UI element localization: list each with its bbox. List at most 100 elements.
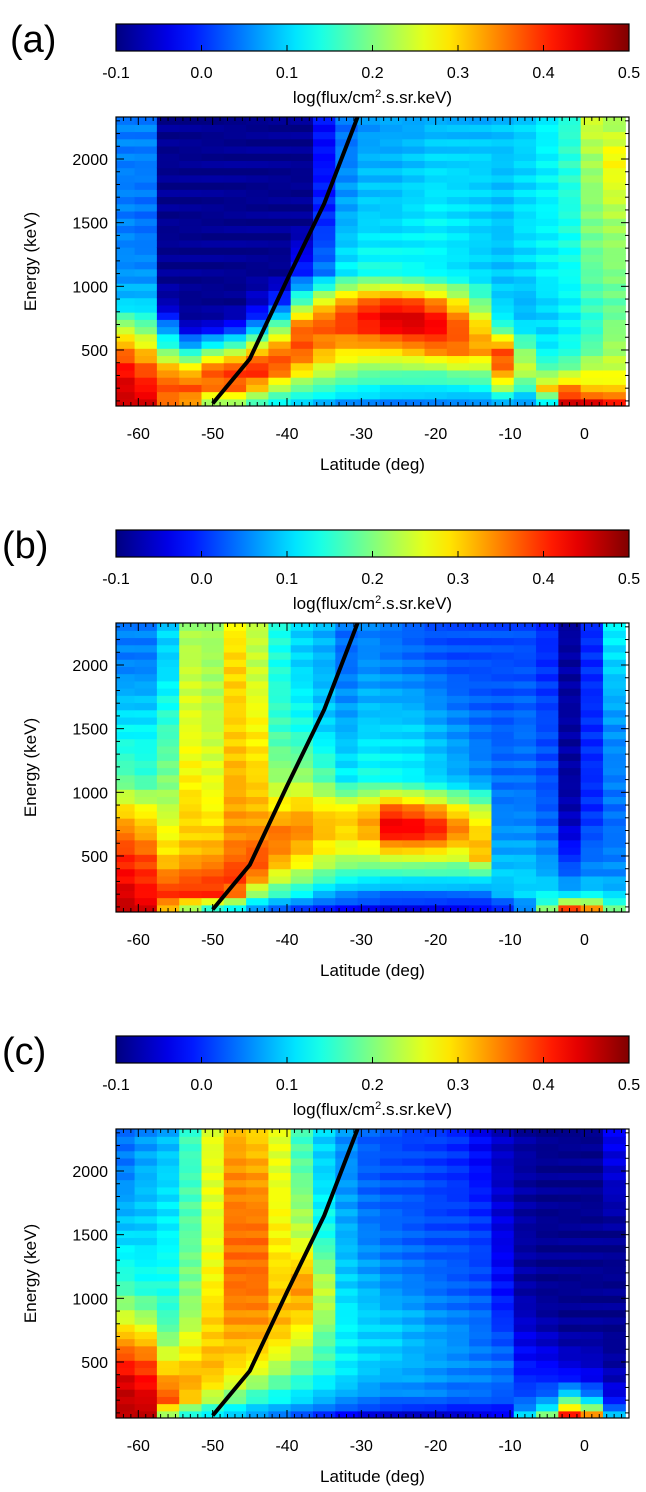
- heatmap-cell: [179, 724, 203, 732]
- heatmap-cell: [602, 883, 626, 891]
- heatmap-cell: [513, 1208, 537, 1217]
- heatmap-cell: [491, 275, 515, 284]
- heatmap-cell: [446, 225, 470, 234]
- heatmap-cell: [424, 254, 448, 263]
- heatmap-cell: [179, 254, 203, 263]
- heatmap-cell: [223, 304, 247, 313]
- heatmap-cell: [268, 695, 292, 704]
- heatmap-cell: [290, 680, 314, 689]
- heatmap-cell: [335, 695, 359, 704]
- heatmap-cell: [379, 1273, 403, 1282]
- heatmap-cell: [446, 1287, 470, 1296]
- heatmap-cell: [246, 709, 270, 718]
- heatmap-cell: [602, 1367, 626, 1376]
- heatmap-cell: [513, 688, 537, 696]
- heatmap-cell: [513, 210, 537, 219]
- heatmap-cell: [402, 225, 426, 234]
- heatmap-cell: [290, 232, 314, 241]
- heatmap-cell: [201, 1309, 225, 1318]
- heatmap-cell: [116, 1309, 136, 1318]
- heatmap-cell: [402, 1201, 426, 1210]
- heatmap-cell: [201, 818, 225, 826]
- heatmap-cell: [246, 659, 270, 667]
- heatmap-cell: [513, 1259, 537, 1267]
- plot-frame: [115, 1128, 630, 1419]
- heatmap-cell: [602, 1201, 626, 1210]
- heatmap-cell: [335, 160, 359, 169]
- heatmap-cell: [134, 131, 158, 140]
- heatmap-cell: [602, 1345, 626, 1354]
- heatmap-cell: [179, 1331, 203, 1340]
- heatmap-cell: [602, 897, 626, 906]
- heatmap-cell: [335, 810, 359, 819]
- heatmap-cell: [201, 167, 225, 176]
- heatmap-cell: [179, 160, 203, 169]
- heatmap-cell: [424, 145, 448, 154]
- heatmap-cell: [116, 225, 136, 234]
- heatmap-cell: [223, 666, 247, 675]
- heatmap-cell: [357, 651, 381, 660]
- heatmap-cell: [402, 355, 426, 364]
- heatmap-cell: [156, 1360, 180, 1369]
- heatmap-cell: [223, 716, 247, 725]
- cutoff-curve: [211, 117, 360, 405]
- heatmap-cell: [116, 153, 136, 161]
- heatmap-cell: [179, 268, 203, 277]
- heatmap-cell: [134, 659, 158, 667]
- heatmap-cell: [246, 290, 270, 299]
- heatmap-cell: [357, 1237, 381, 1246]
- heatmap-cell: [602, 348, 626, 357]
- heatmap-cell: [446, 355, 470, 364]
- heatmap-cell: [357, 883, 381, 891]
- heatmap-cell: [602, 1280, 626, 1289]
- heatmap-cell: [379, 854, 403, 863]
- heatmap-cell: [446, 1338, 470, 1347]
- heatmap-cell: [134, 138, 158, 147]
- heatmap-cell: [513, 1374, 537, 1383]
- heatmap-cell: [201, 218, 225, 226]
- heatmap-cell: [246, 738, 270, 747]
- heatmap-cell: [156, 1389, 180, 1397]
- heatmap-cell: [513, 1302, 537, 1311]
- heatmap-cell: [156, 803, 180, 812]
- heatmap-cell: [491, 789, 515, 797]
- heatmap-cell: [156, 1287, 180, 1296]
- heatmap-cell: [223, 724, 247, 732]
- heatmap-cell: [446, 218, 470, 226]
- heatmap-cell: [379, 1374, 403, 1383]
- heatmap-cell: [446, 377, 470, 385]
- heatmap-cell: [536, 153, 559, 161]
- heatmap-cell: [313, 167, 336, 176]
- heatmap-cell: [116, 724, 136, 732]
- heatmap-cell: [290, 1403, 314, 1412]
- heatmap-cell: [602, 709, 626, 718]
- heatmap-cell: [268, 724, 292, 732]
- heatmap-cell: [201, 196, 225, 205]
- heatmap-cell: [179, 673, 203, 682]
- heatmap-cell: [179, 832, 203, 841]
- heatmap-cell: [379, 1280, 403, 1289]
- heatmap-cell: [134, 174, 158, 183]
- heatmap-cell: [134, 1136, 158, 1145]
- heatmap-cell: [201, 688, 225, 696]
- heatmap-cell: [580, 854, 604, 863]
- heatmap-cell: [513, 333, 537, 342]
- heatmap-cell: [290, 659, 314, 667]
- heatmap-cell: [602, 326, 626, 335]
- heatmap-cell: [424, 218, 448, 226]
- heatmap-cell: [469, 659, 493, 667]
- heatmap-cell: [357, 153, 381, 161]
- heatmap-cell: [602, 355, 626, 364]
- heatmap-cell: [446, 1381, 470, 1390]
- heatmap-cell: [246, 239, 270, 248]
- heatmap-cell: [357, 1338, 381, 1347]
- heatmap-cell: [134, 651, 158, 660]
- heatmap-cell: [201, 1381, 225, 1390]
- heatmap-cell: [290, 1244, 314, 1253]
- heatmap-cell: [134, 261, 158, 270]
- heatmap-cell: [335, 1403, 359, 1412]
- heatmap-cell: [116, 760, 136, 769]
- heatmap-cell: [201, 1194, 225, 1202]
- heatmap-cell: [379, 1309, 403, 1318]
- heatmap-cell: [513, 348, 537, 357]
